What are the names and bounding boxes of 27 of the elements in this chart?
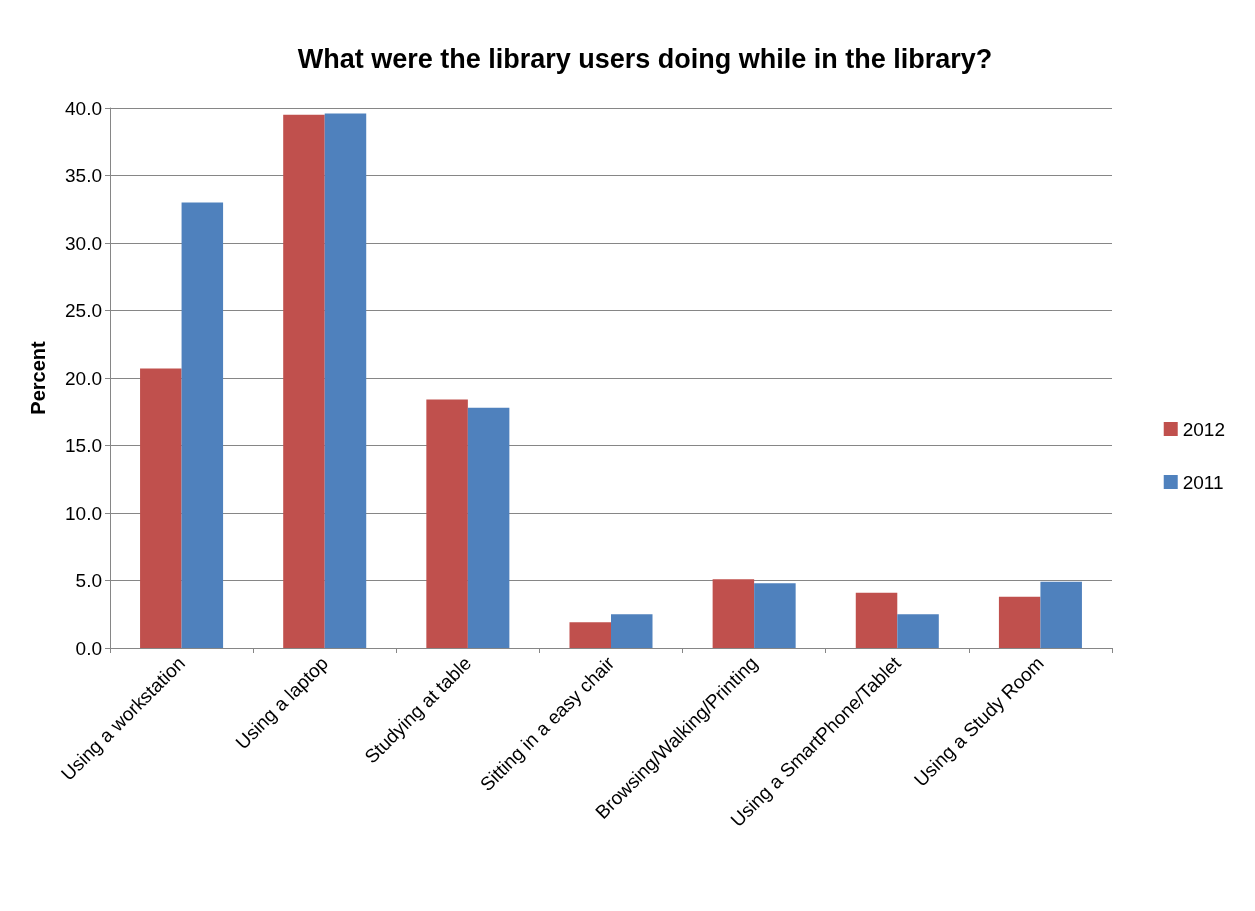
- bar: [1040, 581, 1082, 648]
- bar: [426, 399, 468, 648]
- y-tick-label: 40.0: [65, 97, 102, 119]
- chart-title: What were the library users doing while in the library?: [297, 43, 993, 74]
- y-tick-label: 10.0: [65, 502, 102, 524]
- y-tick-label: 25.0: [65, 300, 102, 321]
- bar: [467, 407, 510, 648]
- bar: [897, 614, 939, 648]
- bar: [998, 596, 1041, 648]
- y-tick-label: 35.0: [65, 165, 102, 186]
- bar: [181, 202, 224, 648]
- legend-label: 2011: [1182, 471, 1224, 493]
- bar: [754, 583, 796, 648]
- bar: [283, 114, 325, 648]
- bar: [140, 368, 182, 648]
- bar: [611, 614, 653, 648]
- y-tick-label: 30.0: [65, 232, 102, 254]
- bar: [324, 113, 367, 648]
- y-tick-label: 20.0: [65, 367, 102, 389]
- bar: [855, 592, 898, 648]
- y-tick-label: 5.0: [75, 570, 102, 591]
- bar: [569, 622, 611, 648]
- legend-label: 2012: [1182, 418, 1226, 440]
- y-axis-title: Percent: [27, 340, 49, 415]
- bar: [712, 579, 755, 648]
- y-tick-label: 15.0: [65, 435, 102, 456]
- y-tick-label: 0.0: [75, 637, 102, 659]
